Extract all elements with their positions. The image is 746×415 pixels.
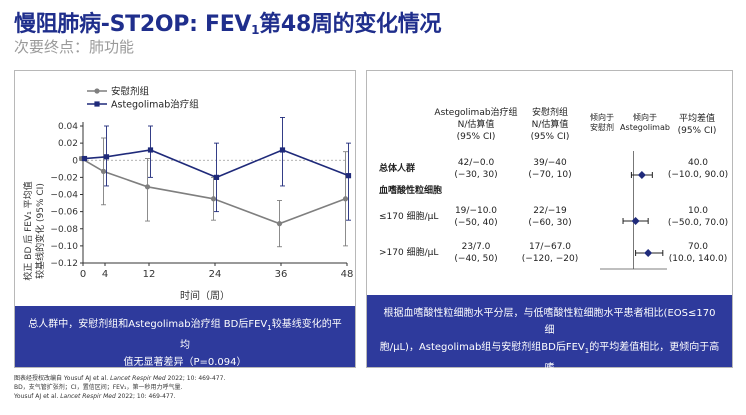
row-label-overall: 总体人群 <box>379 164 416 174</box>
data-point <box>276 221 283 227</box>
y-tick-label: −0.02 <box>50 173 78 183</box>
data-point <box>213 174 220 180</box>
x-axis-label: 时间（周） <box>180 289 230 302</box>
legend-marker <box>94 101 100 107</box>
data-point <box>342 196 349 202</box>
page-subtitle: 次要终点：肺功能 <box>14 38 135 56</box>
data-point <box>103 154 110 160</box>
row-overall-astegolimab: 42/−0.0 (−30, 30) <box>454 158 498 180</box>
col-header-astegolimab: Astegolimab治疗组 N/估算值 (95% CI) <box>434 108 518 142</box>
footnotes: 图表经授权改编自 Yousuf AJ et al. Lancet Respir … <box>14 375 226 400</box>
y-tick-label: −0.06 <box>50 208 78 218</box>
legend-label-0: 安慰剂组 <box>111 86 150 98</box>
y-axis-label-line1: 校正 BD 后 FEV₁ 平均值 <box>22 181 34 280</box>
legend-label-1: Astegolimab治疗组 <box>111 99 199 111</box>
row-overall-placebo: 39/−40 (−70, 10) <box>528 158 572 180</box>
data-point <box>144 184 151 190</box>
y-tick-label: −0.08 <box>50 225 78 235</box>
y-axis-label-line2: 较基线的变化 (95% CI) <box>34 183 46 279</box>
y-tick-label: 0.02 <box>58 139 78 149</box>
y-tick-label: −0.04 <box>50 191 78 201</box>
row-eos-low-diff: 10.0 (−50.0, 70.0) <box>667 206 729 228</box>
y-tick-label: 0.04 <box>58 122 78 132</box>
data-point <box>345 173 352 179</box>
estimate-diamond <box>637 171 646 179</box>
x-tick-label: 12 <box>143 269 156 280</box>
page-title: 慢阻肺病-ST2OP: FEV1第48周的变化情况 <box>14 12 442 37</box>
row-overall-diff: 40.0 (−10.0, 90.0) <box>667 158 729 180</box>
line-chart-panel: 0.04 0.02 0 −0.02 −0.04 −0.06 −0.08 −0.10 −0.12 0… <box>14 70 356 368</box>
forest-plot-panel: Astegolimab治疗组 N/估算值 (95% CI) 安慰剂组 N/估算值… <box>366 70 733 391</box>
row-eos-high-diff: 70.0 (10.0, 140.0) <box>668 242 728 264</box>
legend-marker <box>94 88 100 94</box>
x-tick-label: 4 <box>102 269 108 280</box>
estimate-diamond <box>631 217 640 225</box>
y-tick-label: 0 <box>72 156 78 166</box>
col-header-placebo: 安慰剂组 N/估算值 (95% CI) <box>530 108 570 142</box>
row-label-eos-low: ≤170 细胞/µL <box>379 212 439 222</box>
x-tick-label: 0 <box>80 269 86 280</box>
fev1-line-chart: 0.040.020−0.02−0.04−0.06−0.08−0.10−0.120… <box>22 86 354 303</box>
data-point <box>81 155 88 162</box>
series-line-0 <box>81 157 346 225</box>
data-point <box>147 147 154 153</box>
favors-astegolimab-label: 倾向于 Astegolimab <box>620 113 670 132</box>
row-eos-high-placebo: 17/−67.0 (−120, −20) <box>521 242 579 264</box>
row-eos-low-placebo: 22/−19 (−60, 30) <box>528 206 572 228</box>
row-label-eosinophil: 血嗜酸性粒细胞 <box>379 186 443 196</box>
series-line-1 <box>84 149 349 179</box>
estimate-diamond <box>644 249 653 257</box>
data-point <box>279 147 286 153</box>
right-caption: 根据血嗜酸性粒细胞水平分层，与低嗜酸性粒细胞水平患者相比(EOS≤170 细 胞… <box>367 295 732 391</box>
x-tick-label: 48 <box>341 269 354 280</box>
data-point <box>100 168 107 174</box>
left-caption: 总人群中，安慰剂组和Astegolimab治疗组 BD后FEV1较基线变化的平均… <box>15 306 355 368</box>
x-tick-label: 36 <box>275 269 288 280</box>
row-label-eos-high: >170 细胞/µL <box>379 248 439 258</box>
x-tick-label: 24 <box>209 269 222 280</box>
row-eos-high-astegolimab: 23/7.0 (−40, 50) <box>454 242 498 264</box>
y-tick-label: −0.10 <box>50 242 78 252</box>
col-header-mean-diff: 平均差值 (95% CI) <box>677 114 717 136</box>
row-eos-low-astegolimab: 19/−10.0 (−50, 40) <box>454 206 498 228</box>
favors-placebo-label: 倾向于 安慰剂 <box>590 113 614 132</box>
data-point <box>210 196 217 202</box>
y-tick-label: −0.12 <box>50 259 78 269</box>
